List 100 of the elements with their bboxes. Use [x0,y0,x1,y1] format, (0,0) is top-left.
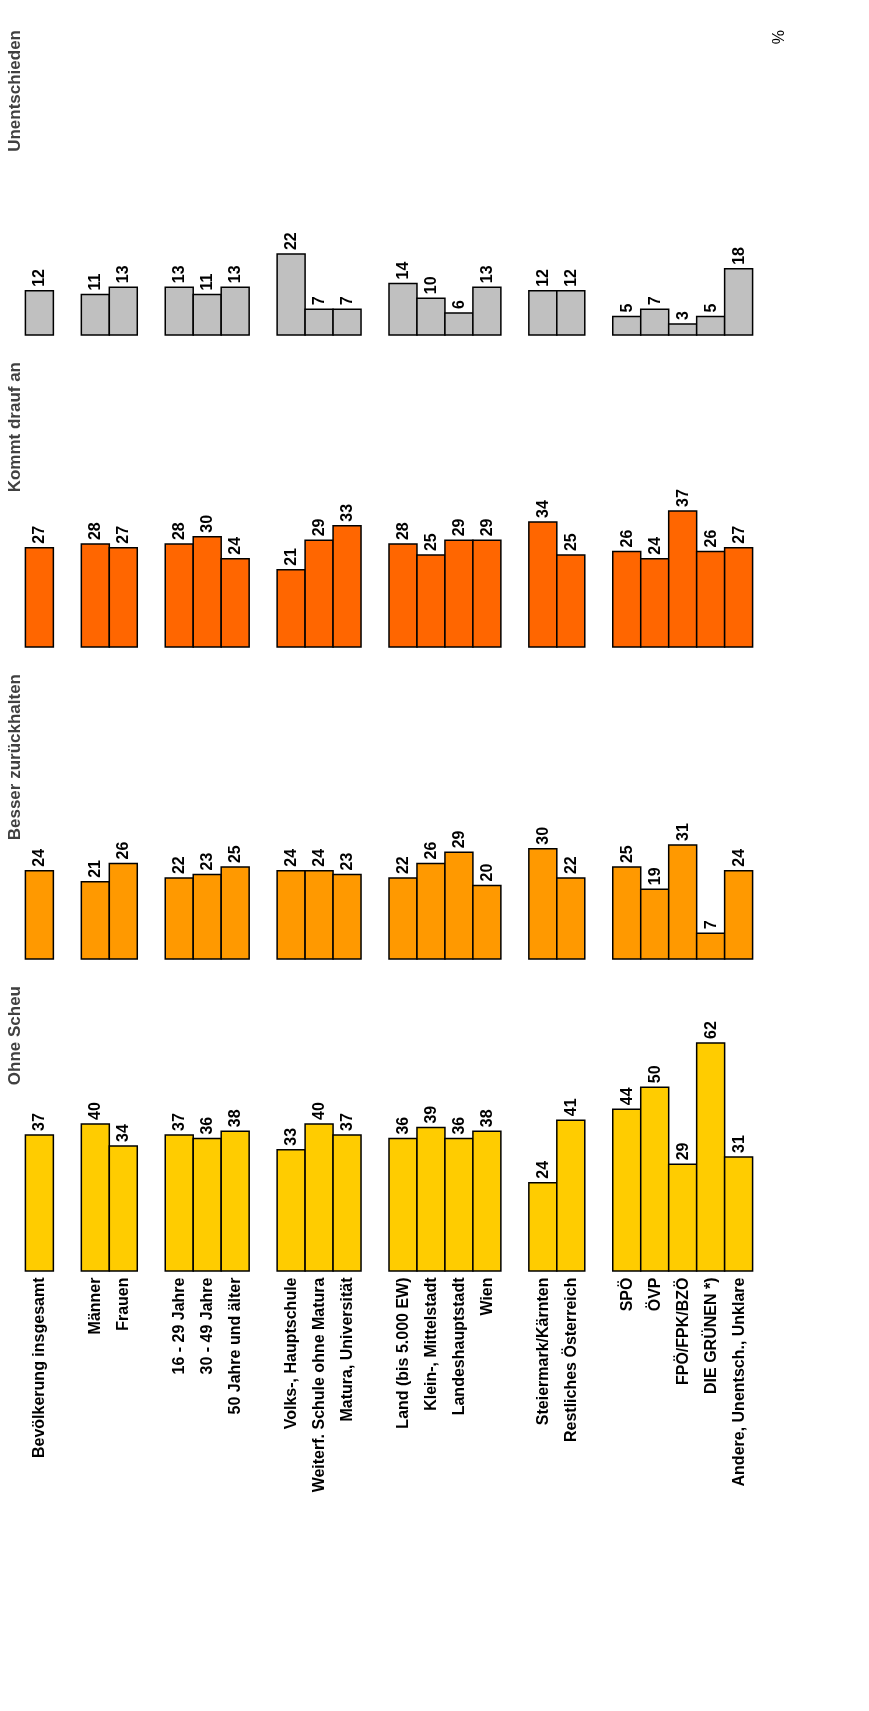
data-label: 27 [30,525,48,544]
x-tick-label: Weiterf. Schule ohne Matura [310,1277,328,1493]
x-tick-label: Restliches Österreich [560,1277,579,1443]
data-label: 20 [477,863,495,882]
bar [24,869,55,960]
data-label: 24 [533,1160,551,1179]
data-label: 36 [393,1116,411,1135]
data-label: 37 [170,1113,188,1131]
data-label: 22 [282,232,300,251]
data-label: 41 [561,1098,579,1117]
data-label: 40 [86,1102,104,1120]
data-label: 36 [449,1116,467,1135]
data-label: 62 [701,1021,719,1039]
x-tick-label: Volks-, Hauptschule [282,1277,300,1430]
data-label: 23 [198,852,216,871]
data-label: 29 [449,518,467,537]
data-label: 12 [533,268,551,287]
data-label: 29 [310,518,328,537]
data-label: 33 [282,1127,300,1146]
data-label: 13 [170,265,188,284]
data-label: 27 [729,525,747,544]
data-label: 37 [338,1113,356,1131]
x-tick-label: Frauen [114,1277,132,1331]
data-label: 25 [561,533,579,552]
bar [24,546,55,648]
data-label: 12 [561,268,579,287]
data-label: 10 [421,276,439,295]
chart-title: Besser zurückhalten [5,674,24,841]
x-tick-label: Landeshauptstadt [449,1276,467,1416]
data-label: 22 [393,856,411,875]
data-label: 7 [645,296,663,306]
data-label: 24 [282,848,300,867]
x-tick-label: Andere, Unentsch., Unklare [729,1277,747,1487]
x-tick-label: Wien [477,1277,495,1316]
data-label: 13 [114,265,132,284]
data-label: 7 [310,296,328,306]
data-label: 27 [114,525,132,544]
data-label: 12 [30,268,48,287]
data-label: 34 [533,500,551,518]
data-label: 39 [421,1105,439,1124]
data-label: 14 [393,261,411,280]
data-label: 13 [477,265,495,284]
data-label: 5 [617,303,635,313]
data-label: 3 [673,310,691,320]
data-label: 18 [729,246,747,265]
x-tick-label: Bevölkerung insgesamt [30,1276,48,1458]
data-label: 13 [226,265,244,284]
data-label: 34 [114,1124,132,1142]
data-label: 38 [477,1109,495,1128]
data-label: 30 [533,826,551,845]
data-label: 26 [617,529,635,548]
data-label: 50 [645,1065,663,1084]
data-label: 26 [421,841,439,860]
data-label: 40 [310,1102,328,1120]
data-label: 11 [86,273,104,291]
data-label: 26 [701,529,719,548]
data-label: 31 [673,823,691,841]
data-label: 36 [198,1116,216,1135]
data-label: 30 [198,514,216,533]
bar [24,290,55,336]
data-label: 37 [30,1113,48,1131]
data-label: 24 [226,536,244,555]
x-tick-label: FPÖ/FPK/BZÖ [672,1277,691,1386]
x-tick-label: 50 Jahre und älter [226,1277,244,1415]
x-tick-label: Land (bis 5.000 EW) [393,1277,411,1429]
data-label: 24 [310,848,328,867]
data-label: 24 [729,848,747,867]
x-tick-label: DIE GRÜNEN *) [700,1277,719,1394]
bar [24,1134,55,1272]
x-tick-label: 16 - 29 Jahre [170,1277,188,1375]
data-label: 26 [114,841,132,860]
data-label: 25 [617,845,635,864]
text: % [770,30,787,45]
data-label: 21 [86,859,104,878]
data-label: 38 [226,1109,244,1128]
x-tick-label: Klein-, Mittelstadt [421,1276,439,1411]
chart-title: Ohne Scheu [5,986,24,1086]
data-label: 25 [421,533,439,552]
data-label: 29 [449,830,467,849]
data-label: 24 [30,848,48,867]
data-label: 29 [673,1142,691,1161]
x-tick-label: Steiermark/Kärnten [533,1277,551,1426]
x-tick-label: Männer [86,1277,104,1335]
data-label: 22 [170,856,188,875]
data-label: 31 [729,1135,747,1153]
data-label: 33 [338,503,356,522]
data-label: 25 [226,845,244,864]
chart-title: Unentschieden [5,30,24,152]
data-label: 11 [198,273,216,291]
data-label: 23 [338,852,356,871]
chart-title: Kommt drauf an [5,362,24,493]
data-label: 21 [282,547,300,566]
x-tick-label: 30 - 49 Jahre [198,1277,216,1375]
data-label: 29 [477,518,495,537]
x-tick-label: Matura, Universität [338,1276,356,1422]
data-label: 7 [701,920,719,930]
data-label: 28 [393,522,411,541]
data-label: 24 [645,536,663,555]
x-tick-label: ÖVP [644,1277,663,1312]
data-label: 19 [645,867,663,886]
